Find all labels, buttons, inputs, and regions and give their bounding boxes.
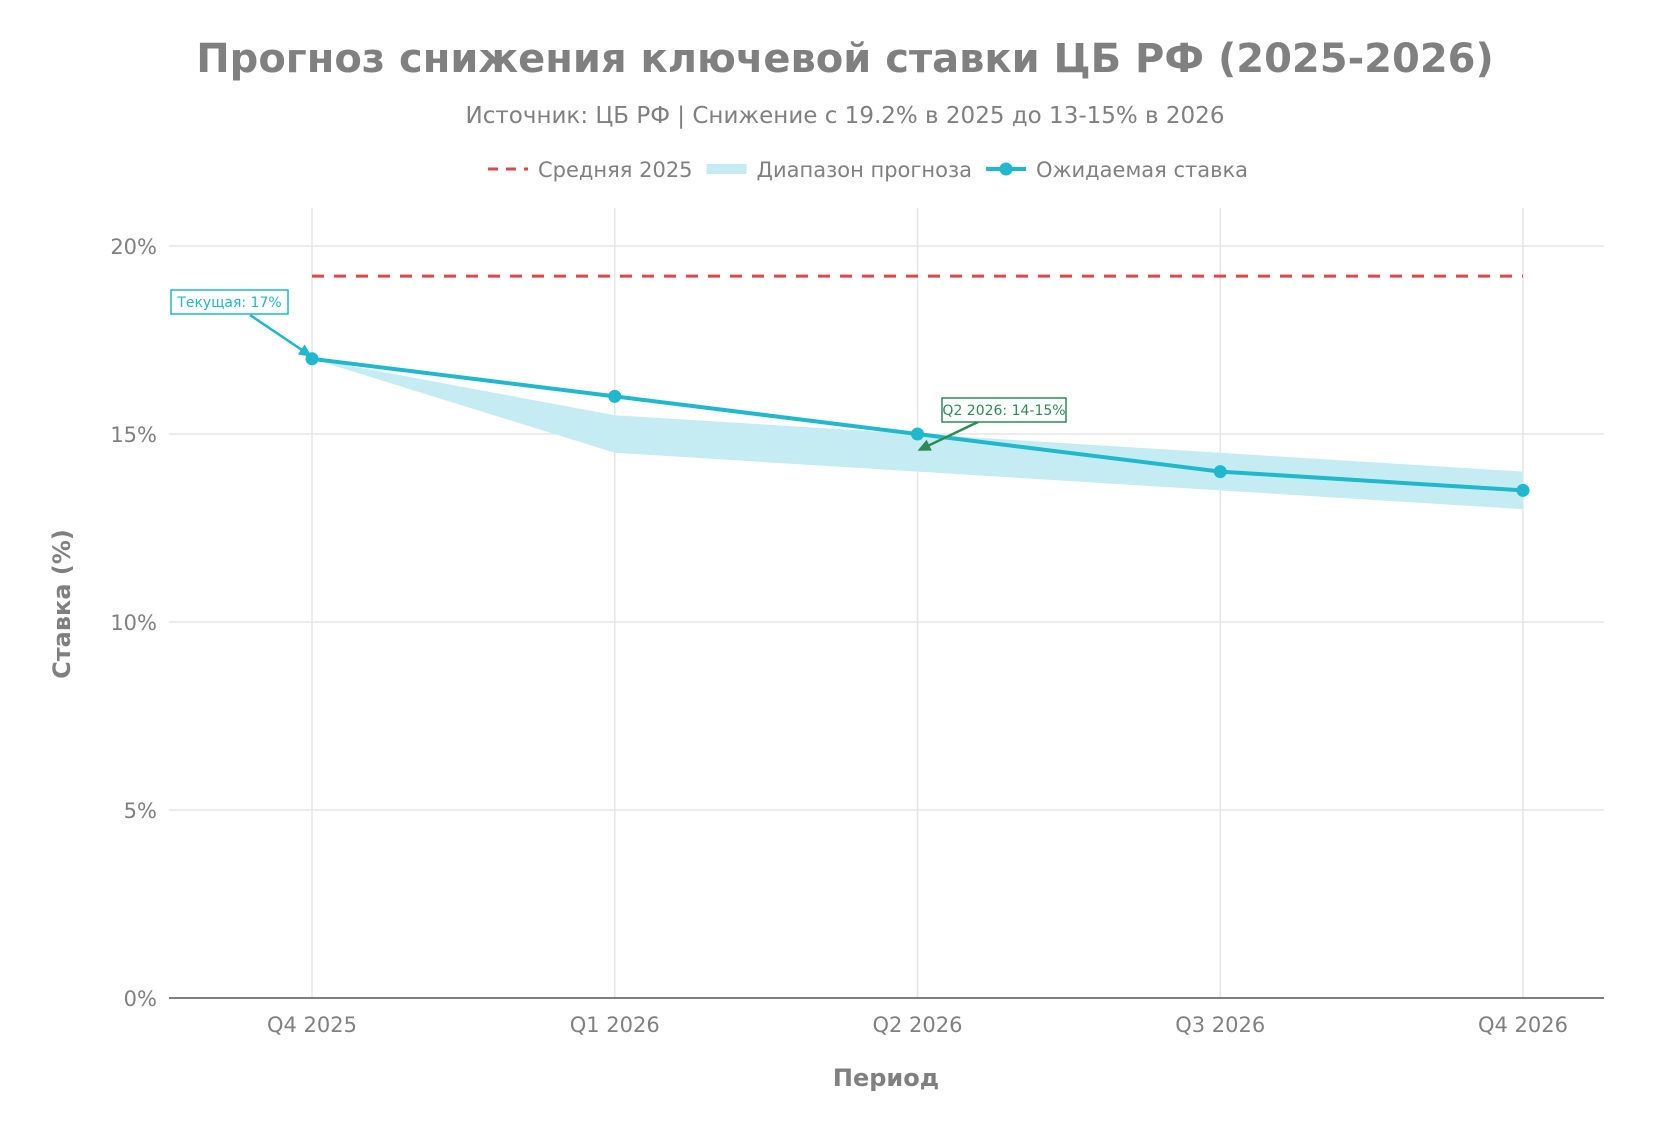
- expected-rate-point: [1516, 483, 1530, 497]
- legend-label: Диапазон прогноза: [757, 158, 973, 182]
- x-tick-label: Q2 2026: [872, 1013, 962, 1037]
- legend-swatch-band: [706, 164, 747, 174]
- grid: [169, 208, 1604, 999]
- y-tick-label: 0%: [124, 987, 157, 1011]
- annotation-arrowhead: [917, 439, 932, 451]
- x-tick-label: Q3 2026: [1175, 1013, 1265, 1037]
- legend-item: Средняя 2025: [488, 158, 693, 182]
- expected-rate-point: [1213, 465, 1227, 479]
- legend-label: Ожидаемая ставка: [1036, 158, 1248, 182]
- y-tick-label: 5%: [124, 799, 157, 823]
- annotation-arrow: [249, 313, 305, 353]
- x-tick-label: Q4 2026: [1478, 1013, 1568, 1037]
- annotation-box: [941, 397, 1067, 423]
- annotation-label: Q2 2026: 14-15%: [942, 403, 1065, 419]
- chart-subtitle: Источник: ЦБ РФ | Снижение с 19.2% в 202…: [466, 103, 1225, 129]
- annotation-box: [170, 289, 289, 315]
- legend-swatch-marker: [999, 162, 1013, 176]
- x-tick-label: Q1 2026: [570, 1013, 660, 1037]
- annotation-label: Текущая: 17%: [176, 295, 281, 311]
- expected-rate-point: [911, 427, 924, 441]
- y-tick-label: 20%: [110, 235, 157, 259]
- x-tick-label: Q4 2025: [267, 1013, 357, 1037]
- legend-item: Диапазон прогноза: [706, 158, 973, 182]
- legend: Средняя 2025 Диапазон прогноза Ожидаемая с…: [488, 158, 1248, 182]
- legend-item: Ожидаемая ставка: [986, 158, 1248, 182]
- y-axis-label: Ставка (%): [48, 529, 76, 679]
- expected-rate-point: [608, 389, 622, 403]
- ticks: 0% 5% 10% 15% 20% Q4 2025 Q1 2026 Q2 2026 Q3 202…: [110, 235, 1568, 1037]
- annotation-arrow: [925, 420, 979, 448]
- legend-label: Средняя 2025: [538, 158, 693, 182]
- y-tick-label: 10%: [110, 611, 157, 635]
- annotation-arrowhead: [297, 344, 312, 357]
- y-tick-label: 15%: [110, 423, 157, 447]
- x-axis-label: Период: [833, 1064, 939, 1092]
- marks: Текущая: 17% Q2 2026: 14-15%: [170, 274, 1530, 510]
- chart-title: Прогноз снижения ключевой ставки ЦБ РФ (…: [196, 36, 1494, 82]
